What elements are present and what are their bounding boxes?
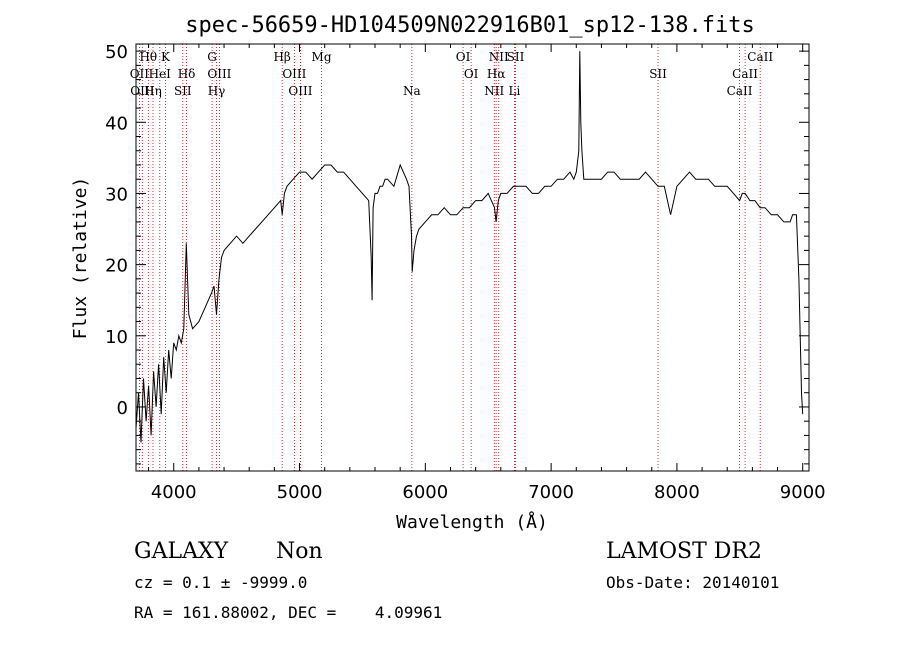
line-label: SII [174,84,192,98]
plot-frame [135,43,810,472]
emission-line-markers [138,44,761,471]
line-label: SII [649,67,667,81]
y-axis-ticks: 0 10 20 30 40 50 [105,42,809,465]
line-label: Na [403,84,421,98]
flux-series-line [135,51,804,443]
line-label: Hγ [208,84,226,98]
line-label: Hθ [139,50,157,64]
line-label: CaII [732,67,758,81]
x-tick-label: 4000 [151,482,197,503]
line-label: NII [489,50,509,64]
object-subclass-label: Non [276,539,323,564]
y-tick-label: 20 [105,256,128,277]
line-label: Hβ [273,50,290,64]
line-label: G [207,50,217,64]
line-label: CaII [727,84,753,98]
redshift-readout: cz = 0.1 ± -9999.0 [134,573,308,592]
line-label: Hη [144,84,162,98]
line-label: CaII [747,50,773,64]
survey-label: LAMOST DR2 [606,539,762,564]
x-tick-label: 5000 [277,482,323,503]
x-tick-label: 7000 [528,482,574,503]
line-label: OIII [288,84,312,98]
line-label: K [161,50,171,64]
x-tick-label: 9000 [780,482,826,503]
y-tick-label: 30 [105,184,128,205]
line-label: OIII [207,67,231,81]
line-label: OIII [282,67,306,81]
line-label: Hδ [178,67,196,81]
y-tick-label: 0 [117,398,128,419]
x-tick-label: 8000 [654,482,700,503]
line-label: OI [456,50,471,64]
line-label: NII [484,84,504,98]
y-tick-label: 10 [105,327,128,348]
coordinates-readout: RA = 161.88002, DEC = 4.09961 [134,603,443,622]
y-tick-label: 40 [105,113,128,134]
y-tick-label: 50 [105,42,128,63]
x-tick-label: 6000 [402,482,448,503]
y-axis-label: Flux (relative) [70,177,91,340]
chart-title: spec-56659-HD104509N022916B01_sp12-138.f… [185,13,755,38]
line-label: OII [130,67,150,81]
line-label: Hα [487,67,506,81]
line-label: OI [464,67,479,81]
x-axis-label: Wavelength (Å) [396,511,548,533]
line-label: Li [508,84,520,98]
x-axis-ticks: 4000 5000 6000 7000 8000 9000 [148,44,826,503]
line-label: SII [507,50,525,64]
line-label: HeI [149,67,172,81]
line-label: Mg [312,50,332,64]
object-class-label: GALAXY [134,539,229,564]
observation-date: Obs-Date: 20140101 [606,573,780,592]
